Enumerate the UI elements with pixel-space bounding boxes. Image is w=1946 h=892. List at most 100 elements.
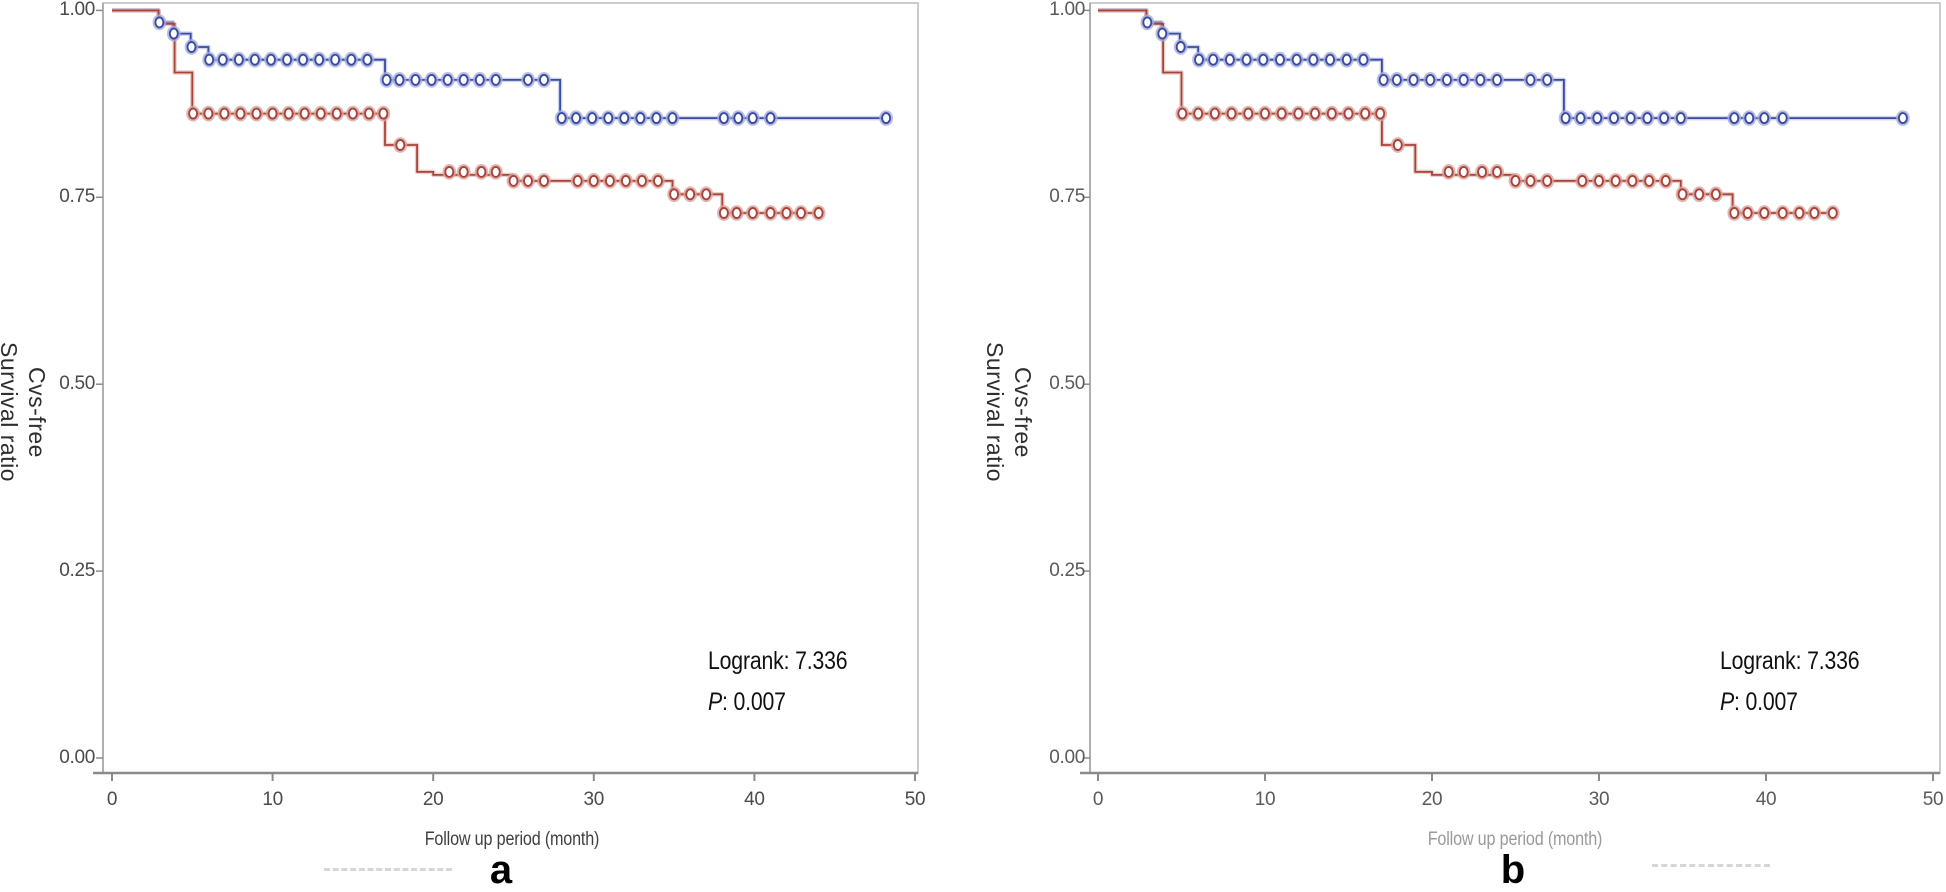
censor-mark-group-blue: [1194, 53, 1204, 66]
censor-mark-group-red: [523, 174, 533, 187]
censor-mark-group-blue: [381, 73, 392, 86]
censor-mark-group-red: [1360, 107, 1371, 120]
censor-mark-group-blue: [426, 73, 437, 86]
censor-mark-group-red: [1443, 165, 1454, 178]
censor-mark-group-red: [1458, 165, 1469, 178]
censor-mark-group-red: [1343, 107, 1354, 120]
censor-mark-group-blue: [1291, 53, 1302, 66]
censor-mark-group-red: [378, 107, 389, 120]
y-axis-title-line2: Survival ratio: [982, 342, 1008, 482]
p-label-italic: P: [708, 688, 723, 716]
censor-mark-group-blue: [733, 112, 744, 125]
censor-mark-group-blue: [266, 53, 276, 66]
censor-mark-group-blue: [1358, 53, 1369, 66]
censor-mark-group-blue: [571, 112, 582, 125]
censor-mark-group-blue: [1391, 73, 1402, 86]
x-tick-label: 40: [744, 789, 765, 810]
censor-mark-group-blue: [1744, 112, 1755, 125]
y-tick-label: 0.00: [59, 747, 95, 768]
p-value-text: P: 0.007: [708, 688, 786, 716]
x-axis-title: Follow up period (month): [1427, 829, 1603, 850]
censor-mark-group-red: [781, 207, 792, 219]
censor-mark-group-red: [1525, 174, 1536, 187]
x-tick-label: 0: [1092, 789, 1104, 810]
x-tick-label: 20: [1421, 789, 1443, 810]
censor-mark-group-blue: [1175, 41, 1186, 53]
censor-mark-group-red: [1226, 107, 1237, 120]
censor-mark-group-blue: [442, 73, 453, 86]
censor-mark-group-red: [331, 107, 342, 120]
censor-mark-group-red: [188, 107, 199, 120]
censor-mark-group-red: [765, 207, 776, 219]
cropped-text-artifact: [1652, 864, 1770, 867]
censor-mark-group-red: [669, 188, 680, 201]
censor-mark-group-blue: [718, 112, 729, 125]
censor-mark-group-red: [1326, 107, 1337, 120]
censor-mark-group-red: [1729, 207, 1740, 219]
censor-mark-group-red: [1577, 174, 1588, 187]
p-value-text: P: 0.007: [1720, 688, 1798, 716]
panel-b: 1.00 0.75 0.50 0.25 0.00 0 10 20 30 40 50 Cvs-free S…: [973, 0, 1946, 890]
censor-mark-group-blue: [603, 112, 614, 125]
censor-mark-group-red: [718, 207, 729, 219]
censor-mark-group-red: [1827, 207, 1838, 219]
x-tick-label: 50: [1922, 789, 1944, 810]
x-axis-title: Follow up period (month): [424, 829, 600, 850]
censor-mark-group-red: [1694, 188, 1705, 201]
censor-mark-group-blue: [204, 53, 215, 66]
censor-mark-group-red: [476, 165, 487, 178]
censor-mark-group-blue: [1777, 112, 1788, 125]
censor-mark-group-blue: [1425, 73, 1436, 86]
censor-mark-group-red: [1644, 174, 1655, 187]
censor-mark-group-red: [813, 207, 824, 219]
censor-mark-group-red: [1777, 207, 1788, 219]
censor-mark-group-red: [1510, 174, 1521, 187]
censor-mark-group-blue: [1625, 112, 1636, 125]
censor-mark-group-blue: [1157, 27, 1168, 40]
censor-mark-group-blue: [1408, 73, 1419, 86]
censor-mark-group-red: [1477, 165, 1488, 178]
censor-mark-group-red: [347, 107, 358, 120]
censor-mark-group-blue: [298, 53, 309, 66]
censor-mark-group-red: [539, 174, 549, 187]
censor-mark-group-red: [267, 107, 278, 120]
censor-mark-group-red: [315, 107, 326, 120]
censor-mark-group-red: [1209, 107, 1220, 120]
censor-mark-group-blue: [523, 73, 533, 86]
censor-mark-group-blue: [1759, 112, 1770, 125]
censor-mark-group-blue: [490, 73, 501, 86]
y-tick-label: 0.25: [59, 560, 95, 582]
censor-mark-group-blue: [587, 112, 598, 125]
censor-mark-group-blue: [1224, 53, 1235, 66]
censor-mark-group-blue: [1642, 112, 1653, 125]
censor-mark-group-blue: [765, 112, 776, 125]
y-tick-label: 1.00: [59, 0, 95, 21]
censor-mark-group-blue: [667, 112, 678, 125]
censor-mark-group-blue: [282, 53, 293, 66]
censor-mark-group-blue: [1560, 112, 1571, 125]
censor-mark-group-red: [1177, 107, 1188, 120]
censor-mark-group-red: [1660, 174, 1671, 187]
censor-mark-group-red: [458, 165, 469, 178]
censor-mark-group-blue: [1609, 112, 1619, 125]
censor-mark-group-blue: [1575, 112, 1586, 125]
censor-mark-group-blue: [1378, 73, 1389, 86]
censor-mark-group-blue: [314, 53, 325, 66]
censor-mark-group-red: [299, 107, 310, 120]
censor-mark-group-blue: [1258, 53, 1269, 66]
censor-mark-group-red: [1594, 174, 1604, 187]
censor-mark-group-red: [572, 174, 583, 187]
censor-mark-group-red: [1310, 107, 1321, 120]
censor-mark-group-red: [1742, 207, 1753, 219]
censor-mark-group-red: [1492, 165, 1503, 178]
x-tick-label: 10: [262, 789, 283, 810]
censor-mark-group-blue: [1592, 112, 1603, 125]
y-axis-title-line1: Cvs-free: [1010, 366, 1036, 458]
censor-mark-group-red: [1809, 207, 1820, 219]
p-label-italic: P: [1720, 688, 1735, 716]
censor-mark-group-red: [747, 207, 758, 219]
censor-mark-group-blue: [458, 73, 469, 86]
censor-mark-group-blue: [747, 112, 758, 125]
censor-mark-group-red: [637, 174, 647, 187]
censor-mark-group-blue: [1341, 53, 1352, 66]
